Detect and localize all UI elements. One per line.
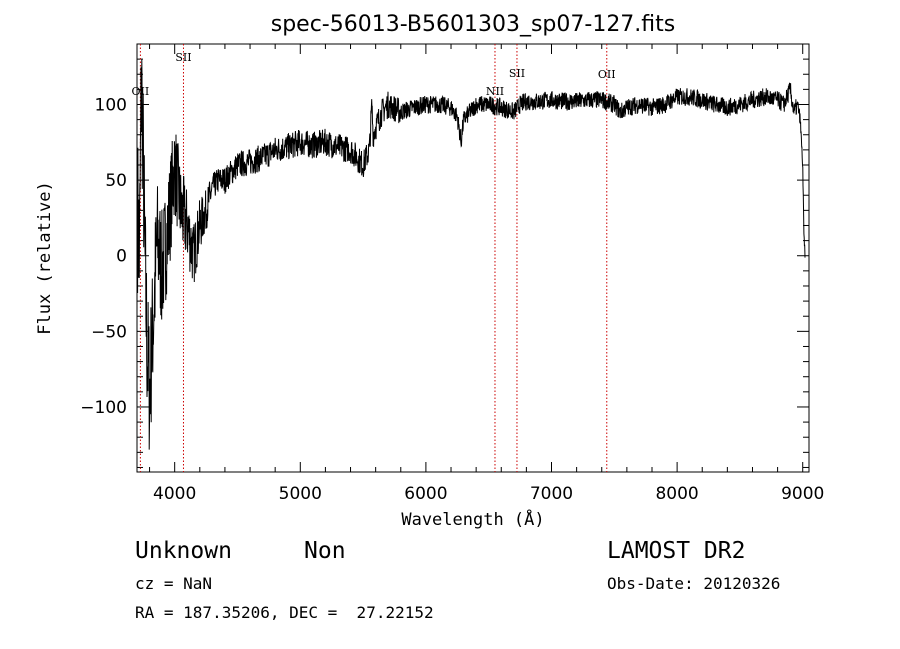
coordinates-label: RA = 187.35206, DEC = 27.22152 <box>135 603 434 622</box>
x-tick-label: 9000 <box>781 484 824 504</box>
x-tick-label: 6000 <box>404 484 447 504</box>
obs-date-label: Obs-Date: 20120326 <box>607 574 780 593</box>
y-tick-label: 50 <box>105 171 127 191</box>
spectral-line-markers <box>140 44 606 472</box>
x-tick-label: 8000 <box>655 484 698 504</box>
y-tick-label: 0 <box>116 247 127 267</box>
redshift-label: cz = NaN <box>135 574 212 593</box>
spectral-line-label: NII <box>486 85 504 98</box>
y-tick-label: −100 <box>80 398 127 418</box>
tick-labels: 4000 5000 6000 7000 8000 9000 −100 −50 0 50 100 <box>80 95 824 504</box>
y-tick-label: 100 <box>95 95 127 115</box>
survey-name: LAMOST DR2 <box>607 538 745 564</box>
x-tick-label: 4000 <box>153 484 196 504</box>
x-tick-label: 5000 <box>279 484 322 504</box>
x-tick-label: 7000 <box>530 484 573 504</box>
y-tick-label: −50 <box>91 322 127 342</box>
spectrum-line <box>138 60 805 450</box>
y-axis-label: Flux (relative) <box>35 181 55 335</box>
object-class: Unknown <box>135 538 232 564</box>
spectral-line-label: SII <box>175 51 191 64</box>
x-axis-label: Wavelength (Å) <box>137 510 809 530</box>
spectral-line-label: SII <box>509 67 525 80</box>
object-subclass: Non <box>304 538 346 564</box>
spectral-line-label: OII <box>598 68 616 81</box>
marker-labels: OII SII NII SII OII <box>132 51 616 98</box>
spectral-line-label: OII <box>132 85 150 98</box>
chart-title: spec-56013-B5601303_sp07-127.fits <box>137 12 809 37</box>
